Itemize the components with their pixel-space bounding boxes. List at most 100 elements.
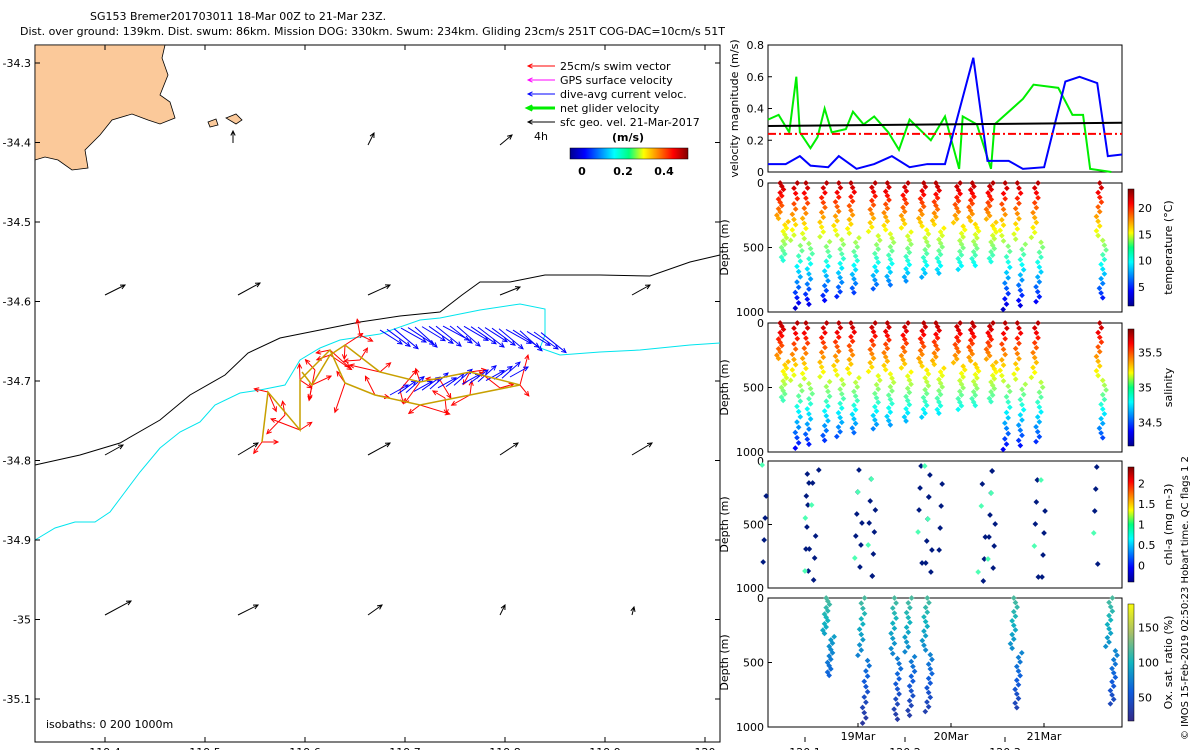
profile-point xyxy=(936,327,943,334)
profile-point xyxy=(837,246,843,253)
profile-point xyxy=(927,666,934,672)
profile-point xyxy=(983,356,990,362)
profile-point xyxy=(926,599,932,606)
panel-colorbar-tick: 35 xyxy=(1138,382,1152,395)
profile-point xyxy=(1099,406,1106,412)
profile-point xyxy=(884,332,891,339)
profile-point xyxy=(1112,674,1119,681)
profile-point xyxy=(884,345,891,352)
profile-point xyxy=(1034,399,1041,405)
profile-point xyxy=(822,329,828,336)
swim-vector-arrow-head xyxy=(315,349,322,355)
profile-point xyxy=(1002,296,1008,302)
profile-point xyxy=(856,626,863,633)
profile-point xyxy=(792,346,799,352)
profile-point xyxy=(1102,643,1109,650)
profile-point xyxy=(993,369,999,376)
profile-point xyxy=(882,226,889,233)
profile-point xyxy=(1017,287,1024,294)
profile-point xyxy=(967,218,974,224)
profile-point xyxy=(1035,195,1041,201)
profile-point xyxy=(817,219,823,225)
profile-point xyxy=(807,401,814,407)
profile-point xyxy=(873,241,880,248)
profile-point xyxy=(803,350,809,357)
profile-point xyxy=(922,647,929,653)
profile-point xyxy=(889,260,895,267)
profile-point xyxy=(1031,354,1038,361)
profile-point xyxy=(1090,530,1097,536)
profile-point xyxy=(972,392,979,399)
profile-point xyxy=(901,221,908,227)
profile-point xyxy=(838,265,845,271)
profile-point xyxy=(1018,649,1025,656)
geo-velocity-arrow-head xyxy=(384,284,392,290)
profile-point xyxy=(781,241,788,248)
profile-point xyxy=(866,662,873,669)
profile-point xyxy=(1095,232,1101,239)
profile-point xyxy=(1000,346,1007,353)
profile-point xyxy=(924,685,930,691)
profile-point xyxy=(1019,386,1025,393)
profile-point xyxy=(795,408,802,415)
profile-point xyxy=(823,243,830,250)
profile-point xyxy=(806,301,812,308)
profile-point xyxy=(837,428,843,435)
profile-point xyxy=(851,388,857,395)
panel-y-label: Depth (m) xyxy=(718,219,731,275)
swim-vector-arrow xyxy=(299,379,312,389)
profile-point xyxy=(851,276,857,282)
profile-point xyxy=(885,265,892,271)
header-title: SG153 Bremer201703011 18-Mar 00Z to 21-M… xyxy=(90,10,387,23)
profile-point xyxy=(1030,349,1036,356)
profile-point xyxy=(868,476,875,482)
profile-point xyxy=(1038,239,1044,246)
profile-point xyxy=(1098,339,1105,345)
dive-avg-current-arrow xyxy=(421,326,446,342)
panel-y-tick-label: 1000 xyxy=(736,306,764,319)
swim-vector-arrow xyxy=(469,381,473,396)
dive-avg-current-arrow-head xyxy=(463,335,471,341)
profile-point xyxy=(1004,185,1010,192)
profile-point xyxy=(835,270,842,276)
profile-point xyxy=(804,406,811,412)
profile-point xyxy=(1096,334,1103,341)
profile-point xyxy=(1003,269,1010,276)
profile-point xyxy=(795,424,802,431)
profile-point xyxy=(1104,634,1111,641)
profile-point xyxy=(1005,290,1012,297)
profile-point xyxy=(834,372,840,378)
profile-point xyxy=(831,633,838,640)
map-y-tick-label: -34.6 xyxy=(3,296,31,309)
profile-point xyxy=(1005,399,1012,405)
profile-point xyxy=(838,405,845,411)
profile-point xyxy=(797,274,804,280)
profile-point xyxy=(818,224,825,230)
profile-point xyxy=(1098,199,1105,205)
profile-point xyxy=(1099,280,1106,287)
profile-point xyxy=(801,190,808,196)
profile-point xyxy=(972,252,979,259)
profile-point xyxy=(933,214,939,220)
profile-point xyxy=(887,422,894,428)
profile-point xyxy=(908,241,914,248)
profile-point xyxy=(806,380,812,387)
swim-vector-arrow-head xyxy=(307,395,313,402)
profile-point xyxy=(801,205,808,212)
swim-vector-arrow xyxy=(254,388,269,393)
profile-point xyxy=(875,386,882,392)
profile-point xyxy=(958,403,965,409)
profile-point xyxy=(1033,438,1039,445)
profile-point xyxy=(802,431,809,437)
profile-point xyxy=(903,405,909,412)
profile-point xyxy=(803,335,809,341)
profile-point xyxy=(870,202,877,208)
profile-point xyxy=(777,209,783,215)
profile-point xyxy=(889,375,895,382)
profile-point xyxy=(1096,180,1103,186)
map-x-tick-label: 119.9 xyxy=(589,746,621,750)
profile-point xyxy=(809,250,816,257)
profile-point xyxy=(1030,209,1036,216)
profile-point xyxy=(919,363,925,369)
profile-point xyxy=(1038,394,1044,401)
